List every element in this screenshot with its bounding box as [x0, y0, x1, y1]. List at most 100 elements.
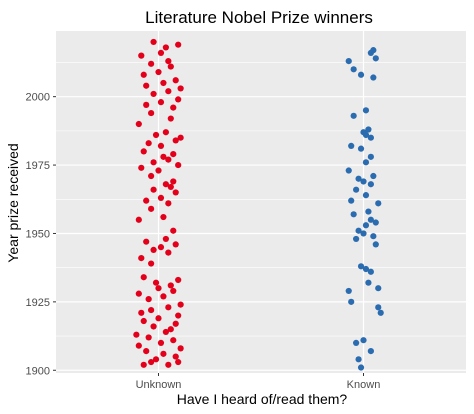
- data-point: [172, 320, 179, 327]
- data-point: [135, 342, 142, 349]
- data-point: [155, 285, 162, 292]
- data-point: [133, 331, 140, 338]
- data-point: [155, 68, 162, 76]
- data-point: [143, 197, 150, 204]
- data-point: [357, 145, 365, 152]
- data-point: [140, 274, 147, 281]
- data-point: [175, 96, 182, 103]
- data-point: [143, 82, 150, 89]
- data-point: [357, 364, 365, 371]
- data-point: [177, 301, 184, 308]
- data-point: [355, 227, 362, 234]
- data-point: [367, 153, 374, 160]
- data-point: [155, 315, 162, 322]
- data-point: [372, 241, 379, 248]
- data-point: [143, 101, 150, 108]
- data-point: [372, 219, 379, 226]
- data-point: [353, 339, 360, 347]
- data-point: [370, 233, 377, 240]
- data-point: [175, 161, 182, 169]
- data-point: [148, 60, 155, 67]
- data-point: [345, 167, 352, 174]
- y-axis: 1900 1925 1950 1975 2000: [26, 92, 56, 377]
- data-points: [133, 38, 384, 371]
- data-point: [138, 52, 145, 59]
- data-point: [360, 230, 367, 237]
- data-point: [165, 156, 172, 163]
- data-point: [160, 153, 167, 160]
- data-point: [348, 197, 355, 204]
- y-tick-label: 1900: [26, 365, 50, 377]
- data-point: [345, 287, 352, 295]
- plot-panel: [56, 31, 466, 373]
- data-point: [162, 44, 169, 51]
- data-point: [172, 77, 179, 84]
- data-point: [140, 148, 147, 155]
- data-point: [365, 279, 372, 286]
- data-point: [177, 134, 184, 141]
- data-point: [138, 164, 145, 171]
- data-point: [360, 129, 367, 136]
- data-point: [377, 309, 384, 316]
- data-point: [145, 140, 152, 147]
- data-point: [170, 178, 177, 185]
- y-tick-label: 2000: [26, 92, 50, 104]
- data-point: [145, 334, 152, 341]
- data-point: [157, 244, 165, 251]
- data-point: [157, 99, 165, 106]
- data-point: [175, 312, 182, 319]
- data-point: [350, 112, 357, 119]
- data-point: [162, 328, 169, 336]
- data-point: [170, 104, 177, 111]
- data-point: [165, 361, 172, 368]
- data-point: [152, 279, 160, 286]
- data-point: [350, 211, 357, 218]
- data-point: [140, 361, 147, 368]
- data-point: [135, 290, 142, 297]
- data-point: [155, 167, 162, 174]
- y-tick-label: 1975: [26, 160, 50, 172]
- data-point: [170, 151, 177, 158]
- data-point: [157, 339, 165, 347]
- data-point: [360, 337, 367, 344]
- data-point: [150, 323, 157, 330]
- data-point: [362, 159, 370, 166]
- data-point: [348, 298, 355, 305]
- data-point: [375, 200, 382, 207]
- data-point: [165, 200, 172, 207]
- data-point: [148, 260, 155, 267]
- data-point: [167, 183, 174, 191]
- data-point: [143, 348, 150, 355]
- data-point: [138, 254, 145, 262]
- data-point: [375, 304, 382, 311]
- data-point: [148, 358, 155, 366]
- data-point: [162, 129, 169, 136]
- data-point: [160, 213, 167, 221]
- data-point: [370, 47, 377, 54]
- data-point: [370, 172, 377, 180]
- data-point: [367, 268, 374, 275]
- data-point: [160, 79, 167, 87]
- data-point: [362, 192, 370, 199]
- data-point: [157, 194, 165, 201]
- data-point: [162, 181, 169, 188]
- data-point: [150, 246, 157, 253]
- data-point: [367, 181, 374, 188]
- y-axis-title: Year prize received: [5, 143, 21, 262]
- data-point: [172, 241, 179, 248]
- data-point: [350, 66, 357, 73]
- x-axis: Unknown Known: [136, 373, 380, 391]
- data-point: [170, 227, 177, 234]
- data-point: [365, 208, 372, 215]
- data-point: [367, 134, 374, 141]
- data-point: [160, 293, 167, 300]
- data-point: [353, 186, 360, 193]
- grid-lines: [56, 31, 466, 373]
- data-point: [362, 265, 370, 273]
- data-point: [175, 276, 182, 284]
- data-point: [357, 263, 365, 270]
- data-point: [172, 137, 179, 144]
- data-point: [135, 120, 142, 128]
- data-point: [362, 222, 370, 229]
